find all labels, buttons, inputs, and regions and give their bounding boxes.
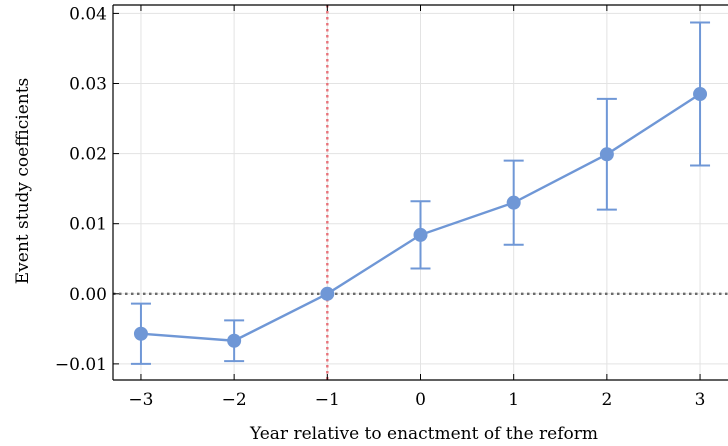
y-tick-label: 0.03 <box>69 75 107 95</box>
x-tick-label: 1 <box>508 390 519 410</box>
x-tick-label: −3 <box>128 390 153 410</box>
data-point <box>320 286 335 301</box>
data-point <box>693 87 708 102</box>
x-tick-label: 3 <box>695 390 706 410</box>
y-tick-label: 0.01 <box>69 215 107 235</box>
data-point <box>413 227 428 242</box>
axes: −3 −2 −1 0 1 2 3 −0.01 0.00 0.01 0.02 0.03 0.04 <box>55 4 728 410</box>
reference-lines <box>113 5 728 380</box>
x-tick-label: −1 <box>315 390 340 410</box>
x-axis-label: Year relative to enactment of the reform <box>249 424 598 444</box>
series <box>130 21 711 365</box>
data-point <box>133 326 148 341</box>
grid <box>113 5 728 380</box>
y-tick-label: 0.00 <box>69 285 107 305</box>
y-tick-label: 0.02 <box>69 145 107 165</box>
y-axis-label: Event study coefficients <box>13 78 33 285</box>
y-tick-label: 0.04 <box>69 4 107 24</box>
data-point <box>506 195 521 210</box>
x-tick-label: 2 <box>601 390 612 410</box>
x-tick-label: −2 <box>222 390 247 410</box>
data-point <box>227 333 242 348</box>
x-tick-label: 0 <box>415 390 426 410</box>
y-tick-label: −0.01 <box>55 355 107 375</box>
data-point <box>599 147 614 162</box>
